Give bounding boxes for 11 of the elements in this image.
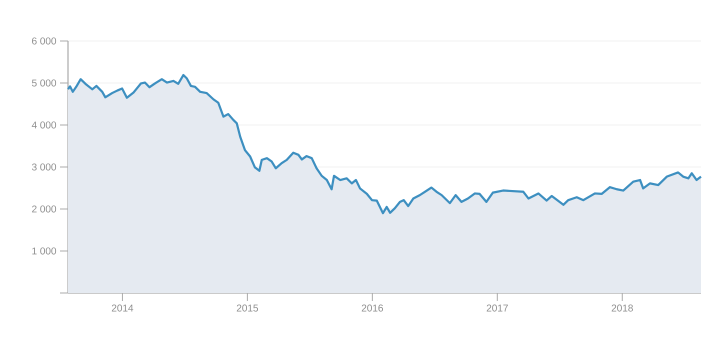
y-tick-label: 6 000 bbox=[32, 37, 56, 45]
y-tick-label: 2 000 bbox=[32, 205, 56, 213]
y-tick-label: 1 000 bbox=[32, 247, 56, 255]
x-tick-label: 2016 bbox=[362, 304, 383, 312]
x-tick-label: 2014 bbox=[112, 304, 134, 312]
x-tick-label: 2018 bbox=[612, 304, 633, 312]
x-tick-label: 2015 bbox=[236, 304, 258, 312]
y-tick-label: 3 000 bbox=[32, 163, 56, 171]
y-tick-label: 4 000 bbox=[32, 121, 56, 129]
y-tick-label: 5 000 bbox=[32, 79, 56, 87]
x-tick-label: 2017 bbox=[486, 304, 508, 312]
